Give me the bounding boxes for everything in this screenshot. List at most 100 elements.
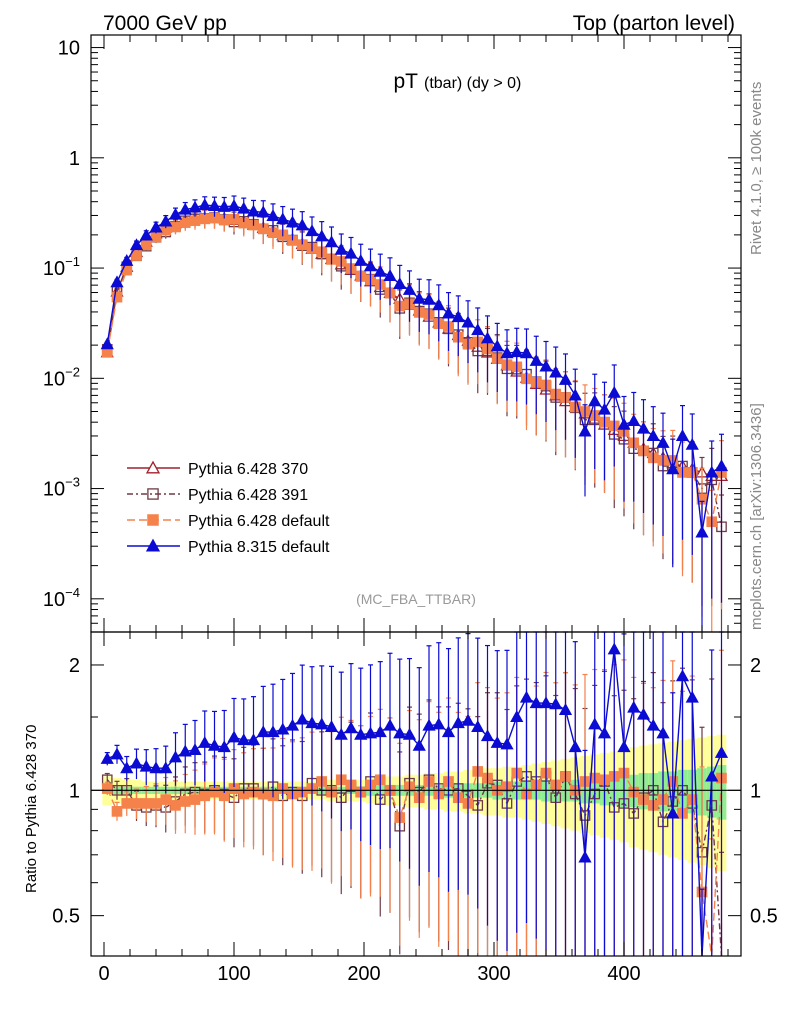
ratio-data-point: [558, 703, 573, 715]
ratio-data-point: [324, 720, 339, 732]
ratio-data-point: [100, 752, 114, 764]
legend-item: Pythia 6.428 default: [127, 513, 330, 530]
ratio-data-point: [373, 725, 387, 738]
ratio-data-point: [412, 738, 426, 751]
ratio-data-point: [179, 796, 191, 807]
data-point: [131, 250, 142, 261]
ratio-y-tick-label: 1: [69, 780, 80, 802]
legend-item: Pythia 8.315 default: [127, 538, 330, 556]
data-point: [627, 414, 641, 427]
ratio-data-point: [519, 690, 534, 703]
main-y-tick-label: 10−4: [43, 585, 80, 611]
ratio-data-point: [295, 712, 309, 725]
main-panel: 10 1 10−1 10−2 10−3 10−4 pT (tbar) (dy > 0) (…: [43, 34, 742, 633]
ratio-data-point: [471, 720, 485, 732]
data-point: [207, 199, 222, 212]
main-data-layer: [100, 195, 729, 632]
data-point: [412, 291, 426, 304]
header-left-label: 7000 GeV pp: [103, 12, 227, 35]
data-point: [549, 365, 563, 378]
ratio-data-point: [510, 710, 524, 723]
ratio-data-point: [393, 726, 407, 739]
data-point: [519, 346, 534, 359]
data-point: [597, 402, 612, 415]
data-point: [646, 429, 660, 442]
data-point: [139, 228, 153, 241]
ratio-data-point: [334, 727, 348, 740]
data-point: [480, 331, 495, 344]
ratio-data-point: [568, 740, 582, 753]
data-point: [568, 388, 582, 401]
ratio-data-point: [675, 669, 690, 682]
ratio-data-point: [198, 736, 212, 748]
ratio-data-point: [266, 725, 280, 738]
data-point: [363, 259, 378, 272]
ratio-x-tick-label: 200: [347, 963, 380, 985]
data-point: [150, 231, 162, 243]
data-point: [383, 269, 397, 281]
ratio-data-point: [217, 740, 231, 753]
data-point: [510, 345, 524, 358]
data-point: [617, 417, 631, 430]
ratio-data-point: [170, 800, 181, 811]
data-point: [188, 200, 202, 213]
ratio-data-point: [305, 716, 319, 729]
ratio-data-point: [666, 806, 680, 819]
data-point: [237, 201, 251, 214]
mcplots-citation-label: mcplots.cern.ch [arXiv:1306.3436]: [748, 403, 765, 630]
ratio-x-tick-label: 100: [217, 963, 250, 985]
legend-marker: [147, 514, 159, 526]
data-point: [217, 200, 231, 212]
ratio-y-tick-label: 0.5: [52, 906, 80, 928]
data-point: [471, 323, 485, 336]
main-title: pT: [393, 70, 418, 93]
data-point: [266, 209, 280, 222]
data-point: [461, 315, 475, 328]
ratio-data-point: [617, 740, 631, 753]
data-point: [675, 429, 690, 442]
ratio-data-point: [178, 744, 192, 757]
data-point: [227, 199, 241, 211]
data-point: [354, 254, 368, 266]
legend-marker: [147, 488, 159, 500]
ratio-x-tick-label: 300: [477, 963, 510, 985]
data-point: [529, 354, 543, 366]
data-point: [159, 214, 173, 227]
ratio-data-point: [354, 727, 368, 740]
data-point: [500, 346, 514, 359]
ratio-data-point: [422, 718, 436, 731]
data-point: [100, 337, 114, 350]
data-point: [149, 220, 163, 233]
data-point: [666, 462, 680, 475]
ratio-data-point: [237, 733, 251, 746]
data-point: [110, 275, 124, 288]
data-point: [393, 277, 407, 289]
legend-label: Pythia 6.428 default: [188, 513, 330, 530]
ratio-y-tick-label: 2: [69, 655, 80, 677]
ratio-data-point: [607, 642, 621, 655]
data-point: [539, 359, 553, 372]
data-point: [344, 246, 358, 259]
legend-marker: [145, 460, 161, 474]
ratio-data-point: [549, 697, 563, 710]
data-point: [140, 239, 152, 251]
ratio-data-point: [285, 718, 300, 731]
legend-label: Pythia 8.315 default: [188, 539, 330, 556]
ratio-data-point: [131, 798, 142, 809]
ratio-data-point: [656, 726, 670, 739]
ratio-data-point: [189, 794, 201, 805]
ratio-data-point: [441, 725, 456, 738]
data-point: [295, 218, 309, 231]
ratio-series-line: [106, 649, 723, 957]
ratio-data-point: [588, 717, 602, 730]
ratio-data-point: [121, 798, 133, 809]
ratio-data-point: [256, 725, 270, 738]
ratio-data-point: [199, 790, 211, 802]
rivet-version-label: Rivet 4.1.0, ≥ 100k events: [748, 82, 765, 255]
data-point: [199, 213, 211, 225]
data-point: [432, 298, 446, 311]
data-point: [305, 224, 319, 237]
ratio-data-point: [344, 721, 358, 734]
series-line: [106, 216, 723, 527]
